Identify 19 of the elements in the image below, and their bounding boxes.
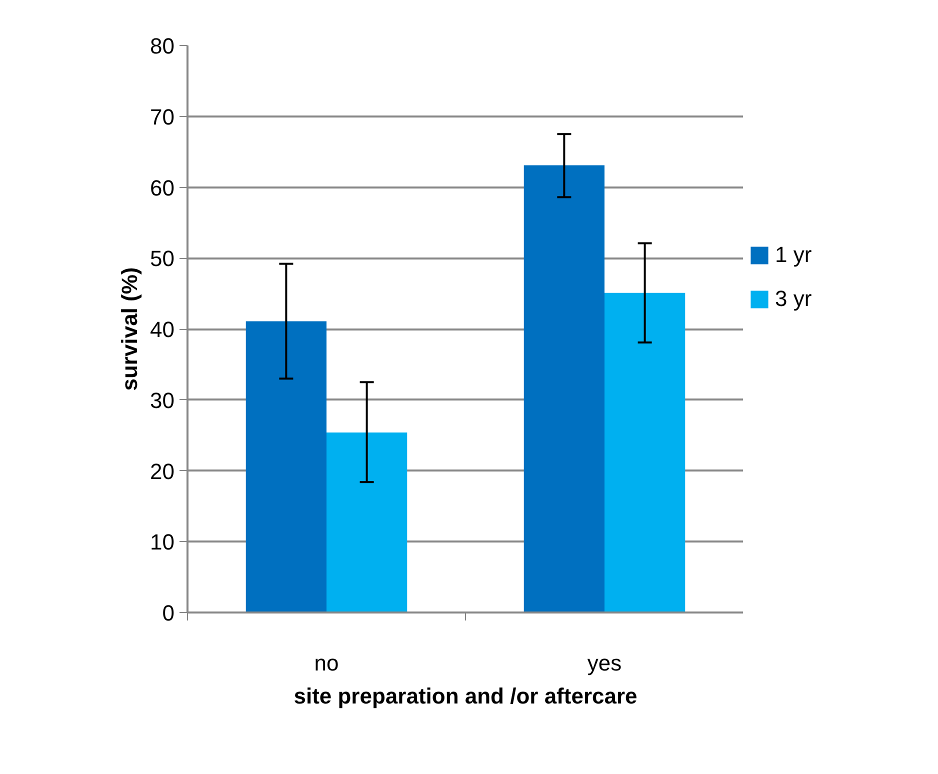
legend-label: 1 yr xyxy=(775,242,812,268)
y-tick-label: 60 xyxy=(150,175,175,200)
bar xyxy=(604,292,686,612)
x-tick-label: no xyxy=(314,650,339,676)
y-tick-label: 10 xyxy=(150,530,175,555)
x-tick-label: yes xyxy=(587,650,622,676)
x-axis-title: site preparation and /or aftercare xyxy=(294,684,638,708)
y-tick-label: 50 xyxy=(150,246,175,272)
y-axis-title: survival (%) xyxy=(117,267,142,391)
y-tick-label: 80 xyxy=(150,34,175,58)
bar xyxy=(246,321,326,612)
y-tick-label: 20 xyxy=(150,458,175,484)
y-tick-label: 70 xyxy=(150,104,175,130)
y-tick-label: 40 xyxy=(150,317,175,342)
y-tick-label: 0 xyxy=(162,600,175,626)
y-tick-label: 30 xyxy=(150,388,175,413)
legend-label: 3 yr xyxy=(775,286,812,312)
bar xyxy=(524,165,604,612)
bar xyxy=(326,432,408,612)
